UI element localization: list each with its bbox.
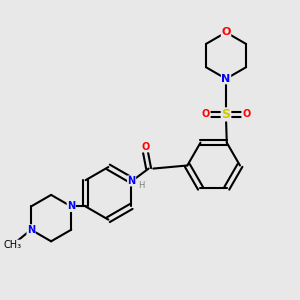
Text: CH₃: CH₃ — [3, 240, 22, 250]
Text: O: O — [141, 142, 150, 152]
Text: O: O — [242, 110, 250, 119]
Text: S: S — [221, 108, 230, 121]
Text: N: N — [128, 176, 136, 186]
Text: N: N — [67, 202, 75, 212]
Text: N: N — [221, 74, 231, 84]
Text: N: N — [27, 225, 35, 235]
Text: O: O — [221, 27, 231, 38]
Text: O: O — [202, 110, 210, 119]
Text: H: H — [138, 181, 144, 190]
